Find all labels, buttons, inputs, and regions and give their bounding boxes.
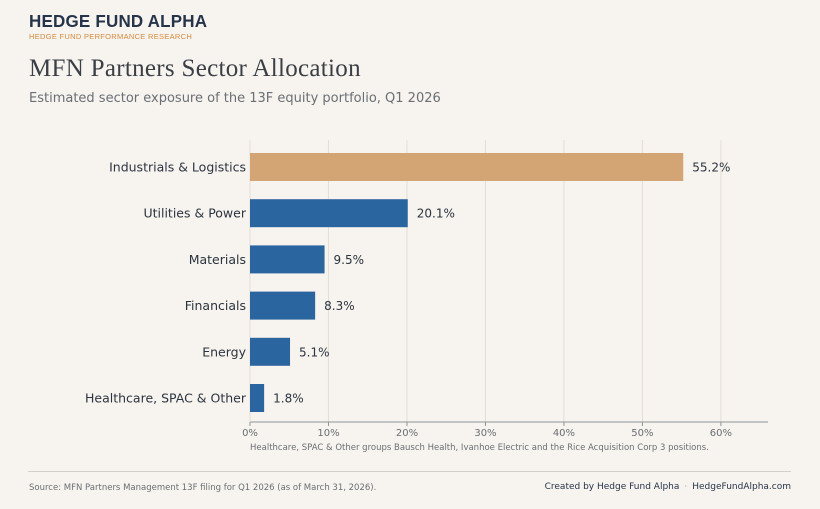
category-label: Utilities & Power xyxy=(143,206,246,221)
bar xyxy=(250,384,265,412)
data-label: 5.1% xyxy=(299,345,330,359)
chart-annotation: Healthcare, SPAC & Other groups Bausch H… xyxy=(250,443,709,453)
brand-logo: HEDGE FUND ALPHA HEDGE FUND PERFORMANCE … xyxy=(29,11,208,42)
x-tick-label: 20% xyxy=(396,428,418,439)
x-tick-label: 40% xyxy=(553,428,575,439)
category-label: Financials xyxy=(185,298,246,313)
brand-name: HEDGE FUND ALPHA xyxy=(29,11,208,32)
x-tick-label: 30% xyxy=(474,428,496,439)
bar xyxy=(250,153,684,181)
x-tick-label: 0% xyxy=(242,428,258,439)
chart-subtitle: Estimated sector exposure of the 13F equ… xyxy=(29,91,441,106)
category-label: Materials xyxy=(189,252,246,267)
data-label: 20.1% xyxy=(417,207,455,221)
created-by: Created by Hedge Fund Alpha xyxy=(544,482,680,492)
bar xyxy=(250,291,316,320)
data-label: 8.3% xyxy=(324,299,355,313)
category-label: Healthcare, SPAC & Other xyxy=(85,391,247,406)
chart-title: MFN Partners Sector Allocation xyxy=(29,55,361,82)
brand-tagline: HEDGE FUND PERFORMANCE RESEARCH xyxy=(29,32,193,41)
bar xyxy=(250,337,291,366)
x-tick-label: 10% xyxy=(317,428,339,439)
website-link[interactable]: HedgeFundAlpha.com xyxy=(692,482,791,492)
bar xyxy=(250,245,325,274)
bar xyxy=(250,199,408,228)
category-label: Energy xyxy=(202,344,246,359)
category-label: Industrials & Logistics xyxy=(109,160,246,175)
footer-divider xyxy=(28,471,791,472)
data-label: 55.2% xyxy=(692,161,730,175)
data-label: 9.5% xyxy=(334,253,365,267)
x-tick-label: 50% xyxy=(631,428,653,439)
credit-separator: · xyxy=(684,482,688,492)
x-tick-label: 60% xyxy=(710,428,732,439)
credit-line: Created by Hedge Fund Alpha · HedgeFundAlp… xyxy=(545,482,791,492)
source-note: Source: MFN Partners Management 13F fili… xyxy=(29,483,377,493)
data-label: 1.8% xyxy=(273,392,304,406)
